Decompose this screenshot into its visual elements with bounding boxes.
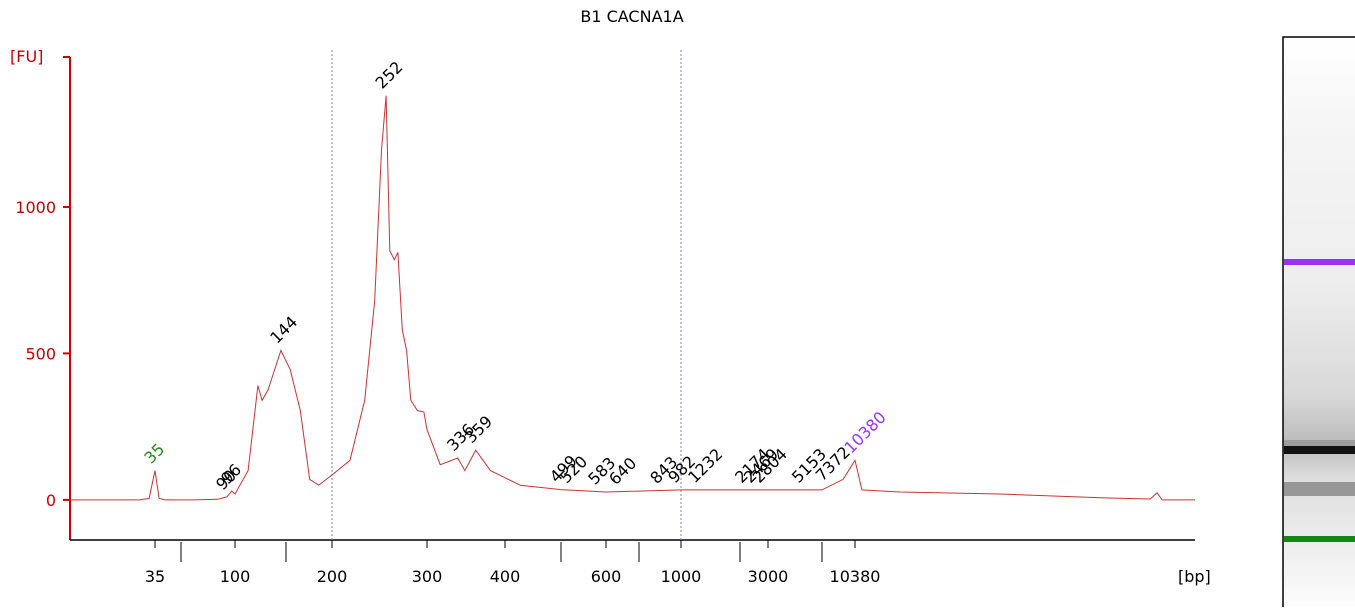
x-tick-label: 35 xyxy=(145,567,165,586)
lower-marker-band xyxy=(1284,536,1355,542)
y-tick-label: 500 xyxy=(25,344,56,363)
trace-line xyxy=(70,95,1195,501)
y-tick-label: 0 xyxy=(46,491,56,510)
x-tick-label: 600 xyxy=(591,567,622,586)
x-tick-label: 3000 xyxy=(748,567,789,586)
x-tick-label: 100 xyxy=(220,567,251,586)
x-tick-label: 400 xyxy=(490,567,521,586)
peak-label: 252 xyxy=(372,57,407,92)
x-tick-label: 300 xyxy=(412,567,443,586)
peak-label: 1232 xyxy=(684,445,726,487)
x-tick-label: 1000 xyxy=(661,567,702,586)
x-tick-label: 200 xyxy=(317,567,348,586)
chart-title: B1 CACNA1A xyxy=(580,7,683,26)
gel-lane xyxy=(1282,36,1355,611)
x-axis-label: [bp] xyxy=(1178,567,1211,586)
peak-label: 144 xyxy=(266,312,301,347)
y-tick-label: 1000 xyxy=(15,198,56,217)
gel-band xyxy=(1284,482,1355,496)
gel-band xyxy=(1284,440,1355,446)
gel-background xyxy=(1282,36,1355,611)
peak-label: 10380 xyxy=(840,408,889,457)
gel-band xyxy=(1284,446,1355,454)
x-tick-label: 10380 xyxy=(830,567,881,586)
peak-label: 35 xyxy=(140,440,168,468)
upper-marker-band xyxy=(1284,259,1355,265)
y-axis-label: [FU] xyxy=(10,47,43,66)
